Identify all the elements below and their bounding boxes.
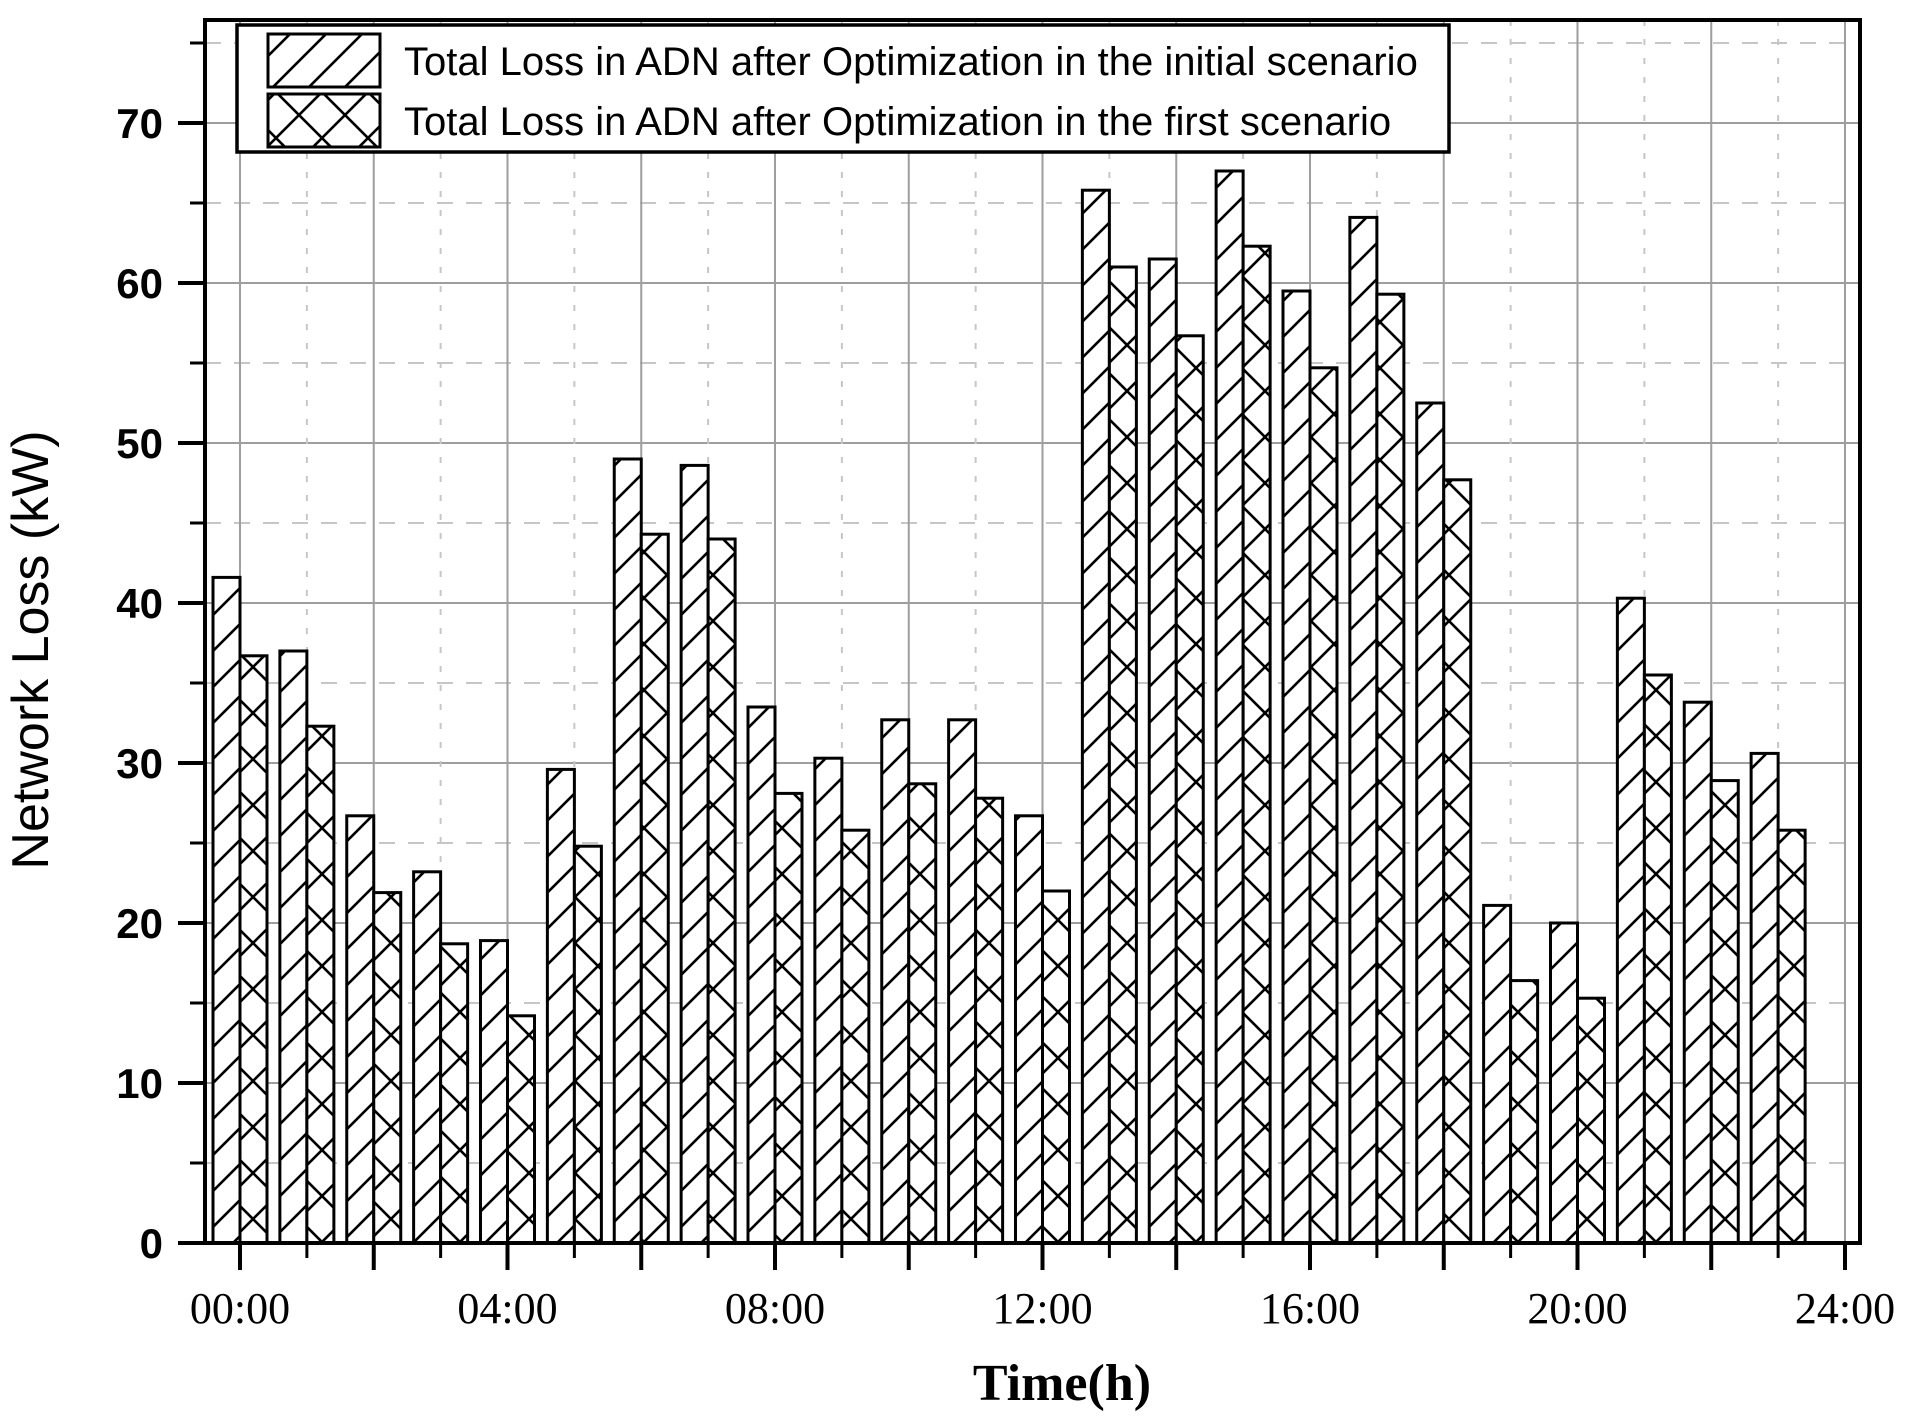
bar-first-08:00 — [773, 791, 804, 1245]
y-tick-label-20: 20 — [116, 900, 163, 947]
bar-initial-17:00 — [1348, 215, 1379, 1245]
bar-first-10:00 — [907, 782, 938, 1245]
bar-first-01:00 — [305, 724, 336, 1245]
bar-initial-10:00 — [880, 718, 911, 1245]
x-tick-label-16:00: 16:00 — [1260, 1284, 1360, 1333]
bar-first-12:00 — [1041, 889, 1071, 1245]
bar-initial-12:00 — [1014, 814, 1044, 1245]
x-tick-label-24:00: 24:00 — [1795, 1284, 1895, 1333]
bar-first-14:00 — [1174, 334, 1205, 1245]
bar-initial-21:00 — [1615, 596, 1646, 1245]
y-tick-label-50: 50 — [116, 420, 163, 467]
y-tick-label-60: 60 — [116, 260, 163, 307]
bar-initial-22:00 — [1682, 700, 1713, 1245]
bar-first-07:00 — [706, 537, 737, 1245]
bar-initial-11:00 — [947, 718, 978, 1245]
bar-initial-20:00 — [1549, 921, 1579, 1245]
bar-initial-01:00 — [278, 649, 309, 1245]
bar-initial-23:00 — [1749, 751, 1780, 1245]
bar-first-05:00 — [572, 844, 603, 1245]
bar-initial-19:00 — [1482, 903, 1513, 1245]
plot-frame — [203, 18, 1862, 1245]
legend-label-initial-scenario: Total Loss in ADN after Optimization in … — [404, 40, 1418, 84]
bar-first-06:00 — [639, 532, 670, 1245]
bar-initial-16:00 — [1281, 289, 1312, 1245]
bar-first-04:00 — [506, 1014, 536, 1245]
bar-first-00:00 — [238, 654, 269, 1245]
bar-first-22:00 — [1709, 779, 1740, 1245]
bar-initial-08:00 — [746, 705, 777, 1245]
bar-initial-07:00 — [679, 463, 710, 1245]
bar-first-15:00 — [1241, 244, 1272, 1245]
x-tick-label-08:00: 08:00 — [725, 1284, 825, 1333]
bar-first-23:00 — [1776, 828, 1807, 1245]
bar-first-21:00 — [1642, 673, 1673, 1245]
bar-first-11:00 — [974, 796, 1005, 1245]
bar-initial-04:00 — [479, 939, 509, 1245]
x-tick-label-20:00: 20:00 — [1527, 1284, 1627, 1333]
bar-initial-05:00 — [545, 767, 576, 1245]
x-tick-label-04:00: 04:00 — [457, 1284, 557, 1333]
bar-initial-15:00 — [1214, 169, 1245, 1245]
legend-box — [235, 23, 1451, 154]
legend: Total Loss in ADN after Optimization in … — [235, 23, 1451, 154]
y-tick-label-30: 30 — [116, 740, 163, 787]
legend-label-first-scenario: Total Loss in ADN after Optimization in … — [404, 100, 1391, 144]
y-tick-label-10: 10 — [116, 1060, 163, 1107]
x-tick-label-12:00: 12:00 — [992, 1284, 1092, 1333]
x-tick-label-00:00: 00:00 — [190, 1284, 290, 1333]
bar-first-13:00 — [1107, 265, 1138, 1245]
bar-first-17:00 — [1375, 292, 1406, 1245]
y-tick-label-0: 0 — [140, 1220, 163, 1267]
cross-hatch-icon — [266, 92, 382, 149]
bar-first-16:00 — [1308, 366, 1339, 1245]
bar-initial-18:00 — [1415, 401, 1446, 1245]
axis-ticks — [178, 41, 1847, 1270]
bar-first-03:00 — [439, 942, 470, 1245]
y-axis-title: Network Loss (kW) — [2, 430, 60, 869]
bar-initial-09:00 — [813, 756, 844, 1245]
bar-initial-14:00 — [1147, 257, 1178, 1245]
bar-initial-00:00 — [211, 575, 242, 1245]
bar-initial-06:00 — [612, 457, 643, 1245]
bar-initial-02:00 — [345, 814, 376, 1245]
tick-labels: 0 10 20 30 40 50 60 70 00:00 04:00 08:00 12:00 16:00… — [116, 100, 1895, 1333]
bar-first-18:00 — [1442, 478, 1473, 1245]
y-tick-label-70: 70 — [116, 100, 163, 147]
y-tick-label-40: 40 — [116, 580, 163, 627]
bar-initial-13:00 — [1080, 188, 1111, 1245]
x-axis-title: Time(h) — [973, 1355, 1151, 1412]
bar-initial-03:00 — [412, 870, 443, 1245]
bar-first-19:00 — [1509, 979, 1540, 1245]
bar-first-09:00 — [840, 828, 871, 1245]
bar-first-20:00 — [1576, 996, 1606, 1245]
diagonal-hatch-icon — [266, 32, 382, 89]
bars — [211, 169, 1807, 1245]
bar-first-02:00 — [372, 891, 403, 1245]
